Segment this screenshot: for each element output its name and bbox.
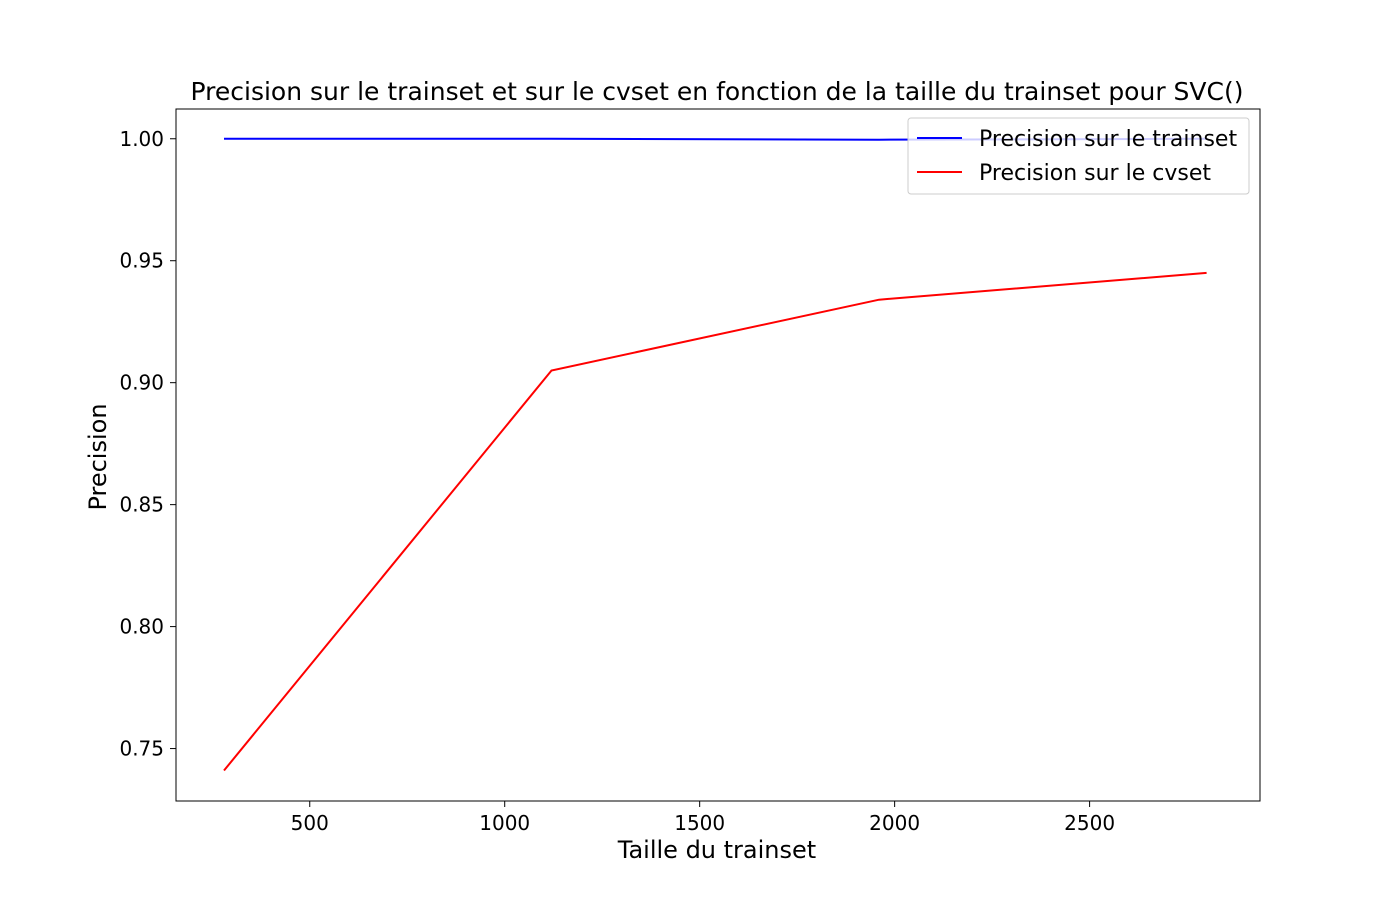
y-tick-label: 0.95 <box>119 249 164 273</box>
x-axis-label: Taille du trainset <box>617 836 816 864</box>
plot-area: 500 1000 1500 2000 2500 0.75 0.80 0.85 0.90 0.95 1… <box>119 108 1261 835</box>
x-tick-label: 2000 <box>869 811 920 835</box>
legend-label: Precision sur le trainset <box>979 127 1237 152</box>
chart-title: Precision sur le trainset et sur le cvse… <box>191 77 1244 106</box>
legend: Precision sur le trainset Precision sur l… <box>907 117 1250 195</box>
x-tick-label: 2500 <box>1064 811 1115 835</box>
legend-box <box>907 117 1250 195</box>
x-tick-label: 1500 <box>674 811 725 835</box>
x-tick-label: 1000 <box>479 811 530 835</box>
y-tick-label: 0.75 <box>119 737 164 761</box>
axes-frame <box>175 108 1261 802</box>
y-tick-label: 0.80 <box>119 615 164 639</box>
legend-label: Precision sur le cvset <box>979 161 1211 186</box>
y-axis-label: Precision <box>84 403 112 510</box>
x-tick-label: 500 <box>291 811 329 835</box>
y-tick-label: 1.00 <box>119 127 164 151</box>
series-line-2 <box>223 271 1207 772</box>
y-tick-label: 0.85 <box>119 493 164 517</box>
y-tick-label: 0.90 <box>119 371 164 395</box>
